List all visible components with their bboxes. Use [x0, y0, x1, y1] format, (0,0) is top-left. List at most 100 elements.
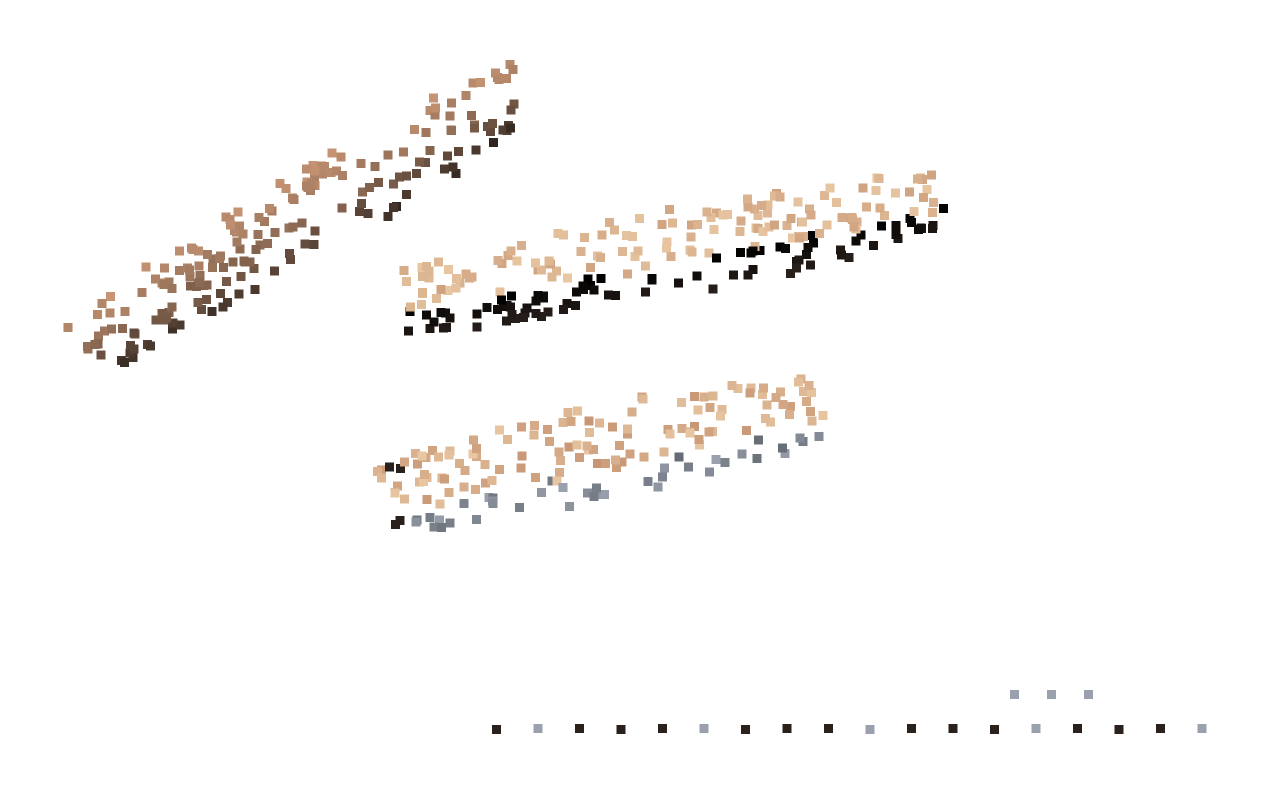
point-dot	[507, 309, 517, 319]
point-dot	[441, 308, 451, 318]
point-dot	[233, 207, 243, 217]
point-dot	[495, 465, 505, 475]
point-dot	[459, 482, 469, 492]
point-dot	[497, 295, 507, 305]
point-dot	[582, 488, 592, 498]
point-dot	[858, 183, 868, 193]
point-dot	[356, 199, 366, 209]
point-dot	[175, 320, 185, 330]
point-dot	[913, 224, 923, 234]
point-dot	[1047, 690, 1056, 699]
point-dot	[794, 255, 804, 265]
point-dot	[926, 170, 936, 180]
point-dot	[791, 263, 801, 273]
point-dot	[600, 459, 610, 469]
point-dot	[1031, 724, 1041, 733]
point-dot	[468, 78, 478, 88]
point-dot	[564, 442, 574, 452]
point-dot	[712, 208, 722, 218]
point-dot	[806, 407, 815, 417]
point-dot	[146, 341, 156, 351]
point-dot	[471, 145, 481, 155]
point-dot	[417, 271, 427, 281]
point-dot	[215, 288, 225, 298]
point-dot	[448, 162, 458, 172]
point-dot	[733, 384, 743, 393]
point-dot	[559, 230, 568, 240]
point-dot	[421, 158, 431, 168]
point-dot	[251, 244, 261, 254]
point-dot	[781, 244, 790, 254]
point-dot	[303, 182, 313, 192]
point-dot	[117, 323, 127, 333]
point-dot	[571, 287, 581, 297]
point-dot	[356, 159, 366, 168]
point-dot	[547, 272, 557, 282]
point-dot	[736, 216, 746, 226]
point-dot	[847, 212, 857, 222]
point-dot	[390, 488, 400, 498]
point-dot	[226, 220, 235, 230]
point-dot	[748, 246, 758, 256]
point-dot	[228, 257, 238, 267]
point-dot	[825, 183, 835, 193]
point-dot	[336, 152, 346, 162]
point-dot	[628, 231, 637, 241]
point-dot	[254, 213, 264, 223]
point-dot	[442, 323, 452, 332]
point-dot	[837, 250, 847, 260]
point-dot	[547, 476, 557, 486]
point-dot	[856, 230, 866, 240]
point-dot	[1156, 724, 1165, 733]
point-dot	[399, 266, 409, 276]
point-dot	[623, 424, 633, 434]
point-dot	[653, 482, 663, 492]
point-dot	[558, 305, 568, 315]
point-dot	[875, 203, 885, 213]
point-dot	[918, 174, 928, 184]
point-dot	[167, 283, 177, 293]
point-dot	[759, 383, 769, 393]
point-dot	[297, 218, 307, 228]
point-dot	[505, 123, 515, 133]
point-dot	[674, 278, 684, 288]
point-dot	[808, 238, 818, 248]
point-dot	[400, 494, 409, 504]
point-dot	[693, 405, 703, 415]
point-dot	[539, 291, 548, 301]
point-dot	[451, 283, 461, 293]
point-dot	[120, 306, 130, 316]
point-dot	[445, 313, 455, 323]
point-dot	[780, 448, 790, 458]
point-dot	[907, 724, 916, 733]
point-dot	[795, 433, 805, 443]
point-dot	[603, 290, 613, 300]
point-dot	[586, 263, 595, 273]
point-dot	[93, 310, 102, 320]
point-dot	[692, 219, 702, 229]
point-dot	[281, 184, 291, 194]
point-dot	[657, 220, 667, 229]
point-dot	[168, 324, 178, 334]
point-dot	[617, 457, 627, 467]
point-dot	[674, 452, 684, 462]
point-dot	[434, 515, 444, 525]
point-dot	[99, 326, 109, 336]
point-dot	[481, 478, 490, 488]
point-dot	[162, 313, 172, 323]
point-dot	[638, 394, 648, 404]
point-dot	[422, 310, 431, 320]
point-dot	[225, 215, 235, 225]
point-dot	[658, 724, 667, 733]
point-dot	[401, 171, 411, 181]
point-dot	[437, 523, 447, 533]
point-dot	[512, 256, 522, 266]
point-dot	[533, 724, 543, 733]
point-dot	[686, 232, 696, 242]
point-dot	[459, 498, 469, 508]
point-dot	[429, 522, 439, 532]
point-dot	[207, 307, 217, 317]
point-dot	[505, 60, 515, 70]
point-dot	[331, 166, 341, 176]
